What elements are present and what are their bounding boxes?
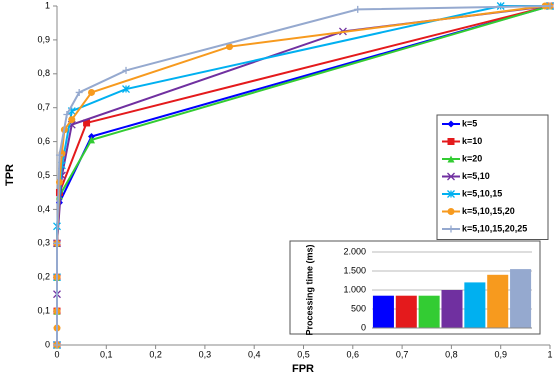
marker bbox=[447, 172, 455, 181]
y-tick-label: 1.500 bbox=[343, 265, 366, 275]
marker bbox=[63, 110, 71, 118]
marker bbox=[88, 88, 96, 96]
x-tick-label: 0,9 bbox=[494, 349, 507, 359]
series-line bbox=[56, 5, 551, 345]
y-tick-label: 0 bbox=[45, 339, 50, 349]
x-tick-label: 0,6 bbox=[347, 349, 360, 359]
marker bbox=[447, 208, 455, 215]
y-tick-label: 0,3 bbox=[37, 238, 50, 248]
bar bbox=[418, 295, 440, 328]
y-tick-label: 2.000 bbox=[343, 246, 366, 256]
y-tick-label: 0,5 bbox=[37, 170, 50, 180]
marker bbox=[447, 225, 455, 233]
marker bbox=[226, 43, 234, 51]
y-tick-label: 0,7 bbox=[37, 102, 50, 112]
y-tick-label: 0,4 bbox=[37, 204, 50, 214]
bar bbox=[395, 295, 417, 328]
y-tick-label: 0,2 bbox=[37, 272, 50, 282]
bar bbox=[372, 295, 394, 328]
x-tick-label: 1 bbox=[547, 349, 552, 359]
bar bbox=[441, 290, 463, 328]
x-tick-label: 0,1 bbox=[100, 349, 113, 359]
x-tick-label: 0,2 bbox=[149, 349, 162, 359]
bar bbox=[510, 269, 532, 328]
marker bbox=[354, 5, 362, 13]
marker bbox=[83, 119, 91, 127]
marker bbox=[55, 151, 63, 159]
marker bbox=[546, 2, 554, 10]
marker bbox=[53, 239, 61, 247]
y-tick-label: 1.000 bbox=[343, 284, 366, 294]
x-tick-label: 0,7 bbox=[396, 349, 409, 359]
x-tick-label: 0,4 bbox=[248, 349, 261, 359]
y-tick-label: 0,8 bbox=[37, 68, 50, 78]
legend-label: k=5,10,15 bbox=[462, 188, 502, 198]
marker bbox=[122, 66, 130, 74]
x-axis-title: FPR bbox=[292, 363, 314, 375]
y-tick-label: 0 bbox=[361, 322, 366, 332]
x-tick-label: 0,8 bbox=[445, 349, 458, 359]
x-tick-label: 0,5 bbox=[297, 349, 310, 359]
marker bbox=[68, 116, 76, 124]
marker bbox=[447, 138, 455, 145]
marker bbox=[88, 136, 96, 144]
marker bbox=[53, 341, 61, 349]
y-tick-label: 0,6 bbox=[37, 136, 50, 146]
marker bbox=[447, 120, 455, 128]
y-axis-title: TPR bbox=[4, 164, 16, 186]
marker bbox=[447, 190, 455, 198]
x-tick-label: 0,3 bbox=[199, 349, 212, 359]
marker bbox=[447, 155, 455, 163]
y-tick-label: 0,1 bbox=[37, 305, 50, 315]
legend-label: k=20 bbox=[462, 153, 482, 163]
bar bbox=[464, 282, 486, 328]
legend-label: k=5,10,15,20 bbox=[462, 206, 515, 216]
y-axis-title: Processing time (ms) bbox=[304, 244, 314, 335]
legend-label: k=5,10,15,20,25 bbox=[462, 223, 527, 233]
legend-label: k=5,10 bbox=[462, 171, 490, 181]
marker bbox=[75, 88, 83, 96]
bar bbox=[487, 274, 509, 328]
legend-label: k=5 bbox=[462, 118, 477, 128]
y-tick-label: 1 bbox=[45, 0, 50, 10]
y-tick-label: 0,9 bbox=[37, 34, 50, 44]
marker bbox=[122, 85, 130, 94]
x-tick-label: 0 bbox=[54, 349, 59, 359]
y-tick-label: 500 bbox=[351, 303, 366, 313]
legend-label: k=10 bbox=[462, 136, 482, 146]
